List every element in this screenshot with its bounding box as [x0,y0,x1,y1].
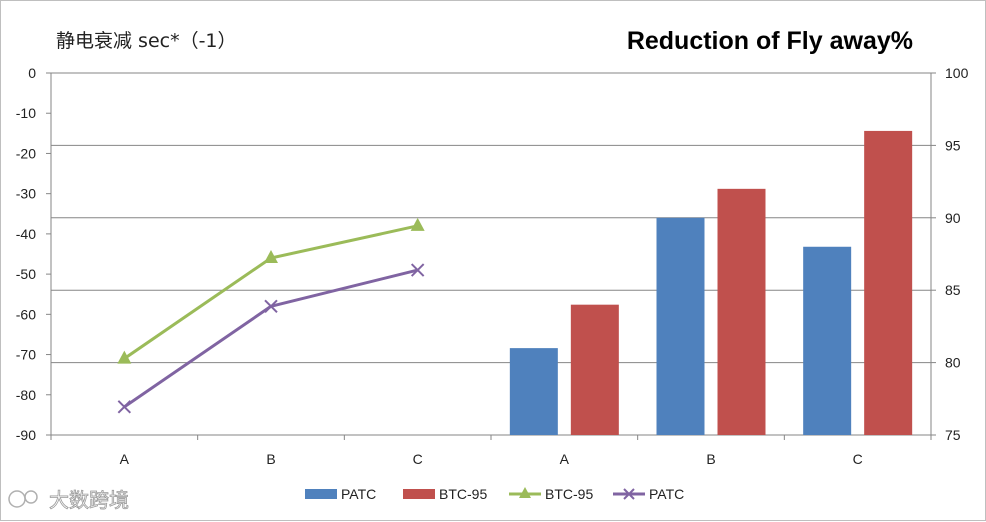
right-tick-label: 95 [945,137,961,153]
left-tick-label: -90 [16,427,36,443]
x-tick-label: A [560,451,570,467]
x-tick-label: B [266,451,275,467]
left-tick-label: -20 [16,145,36,161]
point-triangle [264,250,278,264]
x-tick-label: B [706,451,715,467]
left-tick-label: -60 [16,306,36,322]
point-x [264,299,278,313]
point-triangle [117,350,132,364]
bar-patc [803,246,852,435]
right-title: Reduction of Fly away% [627,27,913,55]
left-tick-label: -50 [16,266,36,282]
watermark-text: 大数跨境 [49,488,129,512]
left-tick-label: -10 [16,105,36,121]
legend-marker-triangle [519,487,531,498]
left-tick-label: -40 [16,226,36,242]
watermark-logo-icon [8,490,26,508]
left-tick-label: -30 [16,186,36,202]
line-btc-95 [123,224,418,360]
gridlines [51,72,931,364]
point-triangle [410,217,425,231]
watermark: 大数跨境 [8,488,129,512]
right-tick-label: 90 [945,210,961,226]
axes: 0 -10 -20 -30 -40 -50 -60 -70 -80 -90 100 95 90 85 80 7… [16,65,969,467]
bar-patc [509,348,558,435]
legend-swatch [305,489,337,499]
bar-btc-95 [717,188,766,435]
legend-label: BTC-95 [439,486,487,502]
left-tick-label: -80 [16,387,36,403]
legend-label: PATC [341,486,376,502]
legend: PATC BTC-95 BTC-95 PATC [305,486,684,502]
x-tick-label: A [120,451,130,467]
right-tick-label: 100 [945,65,969,81]
right-tick-label: 80 [945,355,961,371]
bar-btc-95 [864,130,913,436]
x-tick-label: C [413,451,423,467]
x-tick-label: C [853,451,863,467]
left-tick-label: -70 [16,347,36,363]
left-tick-label: 0 [28,65,36,81]
left-title: 静电衰减 sec*（-1） [56,30,237,52]
bar-patc [656,217,705,435]
line-series [117,217,425,414]
point-x [410,263,425,277]
legend-marker-x [623,488,635,500]
right-tick-label: 85 [945,282,961,298]
point-x [117,400,132,414]
bar-btc-95 [570,304,619,435]
legend-label: BTC-95 [545,486,593,502]
legend-label: PATC [649,486,684,502]
legend-swatch [403,489,435,499]
watermark-logo-icon-2 [24,490,38,504]
right-tick-label: 75 [945,427,961,443]
bar-series [509,130,913,436]
